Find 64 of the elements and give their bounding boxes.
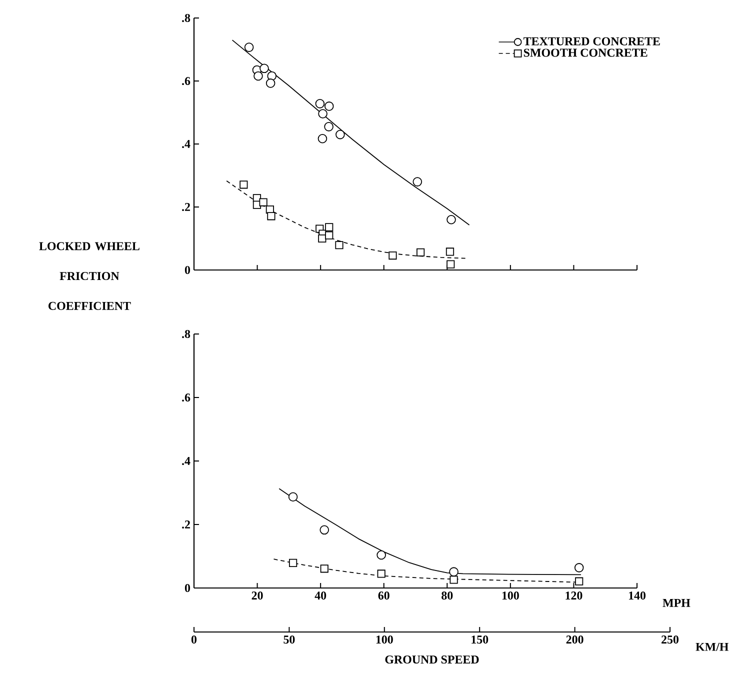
text: LOCKED WHEEL FRICTION COEFFICIENT [39,242,140,310]
x-tick-label: 100 [502,592,519,600]
point [288,492,298,502]
point [325,223,334,232]
point [388,251,397,260]
point [324,102,334,111]
point [574,563,584,572]
text: GROUND SPEED [385,656,479,664]
x-axis-title: MPH [662,599,690,607]
x2-tick-label: 0 [191,636,197,644]
point [244,42,254,52]
line-series [278,488,582,576]
x-tick-label: 140 [628,592,646,600]
x2-tick-label: 250 [662,636,679,644]
x-tick-label: 60 [378,592,390,600]
x2-tick-label: 100 [376,636,393,644]
point [324,122,334,132]
point [325,231,334,240]
x2-tick-label: 150 [472,636,488,644]
point [376,550,386,560]
y-tick-label: .2 [182,520,190,529]
legend-label: TEXTURED CONCRETE [524,37,660,46]
y-tick-label: .8 [182,330,190,338]
point [267,212,276,220]
point [288,558,298,567]
point [335,241,344,250]
y-tick-label: .4 [182,140,190,148]
point [318,234,326,243]
y-tick-label: .4 [182,456,190,466]
point [315,99,325,108]
point [449,567,458,576]
x2-tick-label: 200 [566,636,584,644]
point [450,576,458,584]
legend-label: SMOOTH CONCRETE [524,48,648,57]
x-tick-label: 20 [252,592,263,600]
x-tick-label: 80 [442,592,453,600]
point [416,248,425,256]
y-tick-label: .8 [182,14,190,22]
x2-tick-label: 50 [284,636,295,644]
point [260,64,269,74]
y-tick-label: .6 [182,393,190,402]
point [318,109,328,118]
point [377,570,386,578]
point [575,577,584,586]
point [446,260,455,268]
y-tick-label: 0 [184,584,190,592]
y-tick-label: .2 [182,202,190,212]
x-tick-label: 120 [566,592,582,600]
x2-axis-title: KM/H [696,642,729,651]
x-tick-label: 40 [314,592,326,600]
point [320,564,328,573]
point [240,180,248,189]
point [446,214,456,224]
y-tick-label: .6 [182,76,190,86]
point [412,177,422,186]
point [336,130,345,140]
point [318,134,328,144]
y-tick-label: 0 [184,266,190,274]
point [259,198,268,206]
point [446,248,454,256]
line-series [232,40,470,226]
point [266,78,276,88]
point [320,525,330,535]
point [254,71,263,81]
